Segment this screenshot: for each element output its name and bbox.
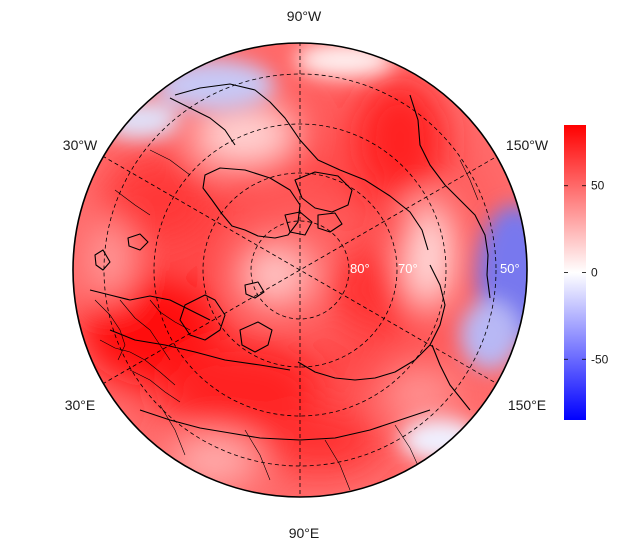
meridian-30e-150w xyxy=(102,155,498,385)
lon-label-upper-left: 30°W xyxy=(63,137,98,153)
coastlines xyxy=(89,83,491,441)
lon-label-lower-right: 150°E xyxy=(508,397,546,413)
country-borders xyxy=(94,149,479,491)
meridian-30w-150e xyxy=(102,155,498,385)
colorbar-ticks: 50 0 -50 xyxy=(564,179,609,366)
lon-label-bottom: 90°E xyxy=(289,525,320,541)
lat-label-50: 50° xyxy=(500,261,520,276)
parallel-80 xyxy=(250,220,350,320)
colorbar-gradient xyxy=(564,125,586,420)
lon-label-upper-right: 150°W xyxy=(506,137,549,153)
parallel-70 xyxy=(202,172,398,368)
parallel-60 xyxy=(153,123,447,417)
colorbar: 50 0 -50 xyxy=(564,125,609,420)
colorbar-tick-label: 0 xyxy=(591,266,598,280)
lon-label-top: 90°W xyxy=(287,8,322,24)
lat-label-80: 80° xyxy=(350,261,370,276)
lon-label-lower-left: 30°E xyxy=(65,397,96,413)
graticule xyxy=(102,43,498,497)
map-boundary xyxy=(72,42,528,498)
lat-label-70: 70° xyxy=(398,261,418,276)
colorbar-tick-label: -50 xyxy=(591,352,609,366)
anomaly-field xyxy=(73,43,527,497)
parallel-50 xyxy=(103,73,497,467)
colorbar-tick-label: 50 xyxy=(591,179,605,193)
